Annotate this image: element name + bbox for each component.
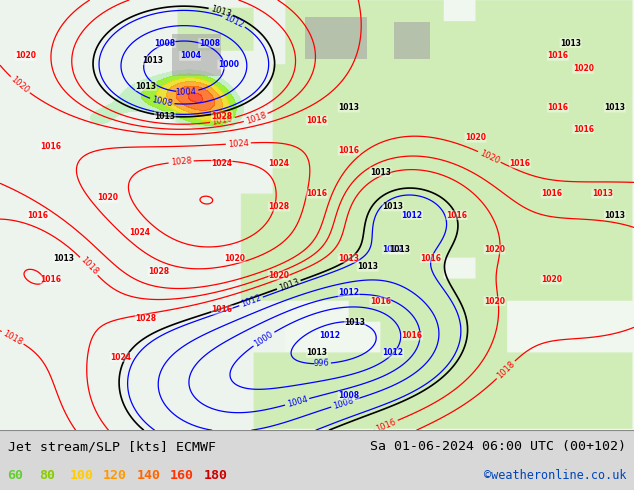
Text: 1024: 1024 xyxy=(268,159,290,168)
Text: 1012: 1012 xyxy=(338,288,359,297)
Text: 120: 120 xyxy=(103,469,127,482)
Text: 1012: 1012 xyxy=(319,331,340,340)
Text: 100: 100 xyxy=(70,469,94,482)
Text: 60: 60 xyxy=(8,469,23,482)
Text: 1020: 1020 xyxy=(9,75,31,95)
Text: 1018: 1018 xyxy=(1,328,24,347)
Text: 1016: 1016 xyxy=(446,211,467,220)
Text: 1013: 1013 xyxy=(604,211,626,220)
Text: 1016: 1016 xyxy=(509,159,531,168)
Text: 1016: 1016 xyxy=(306,189,328,198)
Text: ©weatheronline.co.uk: ©weatheronline.co.uk xyxy=(484,469,626,482)
Text: 1000: 1000 xyxy=(217,60,239,69)
Text: 1013: 1013 xyxy=(53,254,74,263)
Text: 1016: 1016 xyxy=(547,51,569,60)
Text: 1012: 1012 xyxy=(401,211,423,220)
Text: 1008: 1008 xyxy=(154,39,176,48)
Text: 1013: 1013 xyxy=(306,348,328,357)
Text: 1013: 1013 xyxy=(389,245,410,254)
Text: 1028: 1028 xyxy=(171,156,192,167)
Text: 1024: 1024 xyxy=(228,138,249,148)
Text: 1024: 1024 xyxy=(211,159,233,168)
Text: 1016: 1016 xyxy=(27,211,49,220)
Text: 1024: 1024 xyxy=(129,228,150,237)
Text: 1020: 1020 xyxy=(224,254,245,263)
Text: 1016: 1016 xyxy=(541,189,562,198)
Text: 1012: 1012 xyxy=(382,245,404,254)
Text: 140: 140 xyxy=(136,469,160,482)
Text: 80: 80 xyxy=(39,469,55,482)
Text: 1013: 1013 xyxy=(344,318,366,327)
Text: 180: 180 xyxy=(204,469,228,482)
Text: 1020: 1020 xyxy=(484,245,505,254)
Text: 1008: 1008 xyxy=(338,392,359,400)
Text: 1004: 1004 xyxy=(286,395,309,409)
Text: 1008: 1008 xyxy=(151,95,173,108)
Text: 1016: 1016 xyxy=(211,305,233,314)
Text: 1020: 1020 xyxy=(268,271,290,280)
Text: 1020: 1020 xyxy=(465,133,486,142)
Text: 1016: 1016 xyxy=(401,331,423,340)
Text: 1013: 1013 xyxy=(370,168,391,176)
Text: 1020: 1020 xyxy=(478,148,501,165)
Text: 1013: 1013 xyxy=(338,103,359,112)
Text: 1013: 1013 xyxy=(209,4,232,19)
Text: 1018: 1018 xyxy=(244,110,268,125)
Text: 1024: 1024 xyxy=(110,353,131,362)
Text: 996: 996 xyxy=(313,359,329,368)
Text: 1016: 1016 xyxy=(573,124,594,134)
Text: 1020: 1020 xyxy=(97,194,119,202)
Text: 1016: 1016 xyxy=(375,417,398,434)
Text: Jet stream/SLP [kts] ECMWF: Jet stream/SLP [kts] ECMWF xyxy=(8,441,216,453)
Text: 1016: 1016 xyxy=(420,254,442,263)
Text: 1012: 1012 xyxy=(223,12,245,29)
Text: 1000: 1000 xyxy=(252,329,275,348)
Text: 1028: 1028 xyxy=(211,112,233,121)
Text: 1013: 1013 xyxy=(135,81,157,91)
Text: 1013: 1013 xyxy=(154,112,176,121)
Text: 1016: 1016 xyxy=(306,116,328,125)
Text: 1016: 1016 xyxy=(547,103,569,112)
Text: 1016: 1016 xyxy=(40,142,61,151)
Text: 1016: 1016 xyxy=(370,296,391,306)
Text: 1013: 1013 xyxy=(382,202,404,211)
Text: 1016: 1016 xyxy=(211,114,234,127)
Text: 1028: 1028 xyxy=(135,314,157,323)
Text: 1016: 1016 xyxy=(40,275,61,284)
Text: 1013: 1013 xyxy=(338,254,359,263)
Text: 1012: 1012 xyxy=(382,348,404,357)
Text: 1028: 1028 xyxy=(268,202,290,211)
Text: 160: 160 xyxy=(170,469,194,482)
Text: 1018: 1018 xyxy=(495,359,517,380)
Text: 1013: 1013 xyxy=(560,39,581,48)
Text: Sa 01-06-2024 06:00 UTC (00+102): Sa 01-06-2024 06:00 UTC (00+102) xyxy=(370,441,626,453)
Text: 1020: 1020 xyxy=(15,51,36,60)
Text: 1004: 1004 xyxy=(179,51,201,60)
Text: 1013: 1013 xyxy=(604,103,626,112)
Text: 1020: 1020 xyxy=(573,64,594,74)
Text: 1013: 1013 xyxy=(277,277,301,293)
Text: 1016: 1016 xyxy=(338,146,359,155)
Text: 1020: 1020 xyxy=(541,275,562,284)
Text: 1018: 1018 xyxy=(79,256,100,277)
Text: 1013: 1013 xyxy=(592,189,613,198)
Text: 1008: 1008 xyxy=(198,39,220,48)
Text: 1012: 1012 xyxy=(240,294,262,309)
Text: 1008: 1008 xyxy=(332,396,354,411)
Text: 1013: 1013 xyxy=(141,56,163,65)
Text: 1004: 1004 xyxy=(175,87,197,97)
Text: 1020: 1020 xyxy=(484,296,505,306)
Text: 1028: 1028 xyxy=(148,267,169,275)
Text: 1013: 1013 xyxy=(357,262,378,271)
